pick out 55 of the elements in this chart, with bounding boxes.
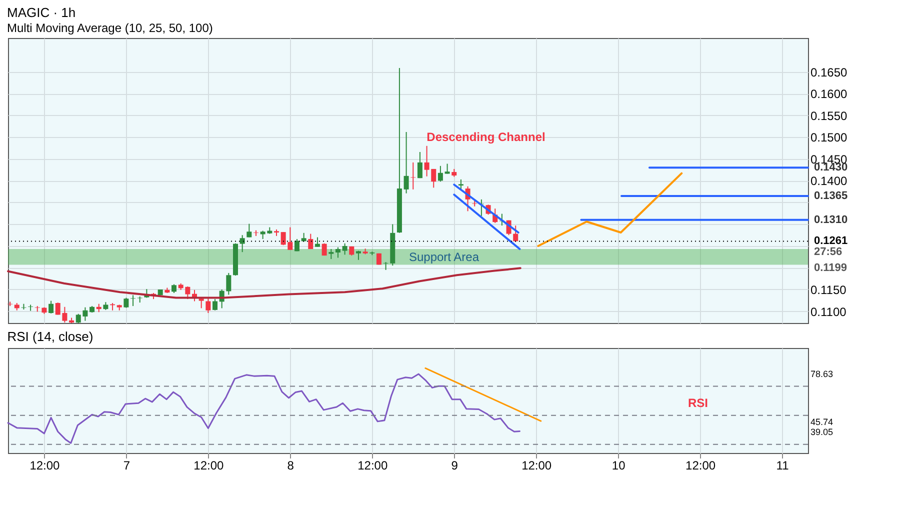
candlestick <box>328 248 334 260</box>
y-tick-label: 0.1400 <box>810 174 848 188</box>
x-tick-label: 10 <box>612 458 626 472</box>
candlestick <box>294 238 300 252</box>
chart-title: RSI (14, close) <box>7 329 94 344</box>
candlestick <box>130 294 136 307</box>
candlestick <box>335 246 340 258</box>
ref-line-label: 0.1261 <box>814 235 848 248</box>
band-label: Support Area <box>408 250 480 264</box>
candlestick <box>513 225 518 243</box>
annotation: 0.1310 <box>814 214 848 226</box>
y-tick-label: 0.1550 <box>810 108 848 123</box>
candlestick <box>246 223 252 238</box>
text: 27:56 <box>814 246 842 258</box>
x-tick-label: 12:00 <box>194 458 224 472</box>
y-tick-label: 0.1650 <box>810 65 848 80</box>
y-tick-label: 45.74 <box>810 417 834 428</box>
annotation: RSI <box>688 396 708 410</box>
candlestick <box>342 242 348 256</box>
candlestick <box>314 236 320 248</box>
x-tick-label: 12:00 <box>522 458 552 472</box>
y-tick-label: 0.1150 <box>810 282 847 297</box>
x-tick-label: 12:00 <box>30 458 60 472</box>
candlestick <box>417 152 422 179</box>
y-tick-label: 78.63 <box>810 369 834 380</box>
y-tick-label: 0.1600 <box>810 87 848 102</box>
candlestick <box>124 297 129 308</box>
annotation: Descending Channel <box>426 130 546 144</box>
chart-subtitle: Multi Moving Average (10, 25, 50, 100) <box>7 21 213 35</box>
x-tick-label: 9 <box>451 458 458 472</box>
y-tick-label: 0.1100 <box>810 304 847 319</box>
candlestick <box>404 131 409 194</box>
candlestick <box>410 162 416 190</box>
candlestick <box>458 178 464 190</box>
candlestick <box>444 163 450 174</box>
candlestick <box>48 300 54 314</box>
candlestick <box>28 304 34 312</box>
x-tick-label: 8 <box>287 458 294 472</box>
candlestick <box>240 234 245 253</box>
candlestick <box>8 301 13 307</box>
annotation: 0.1365 <box>814 190 848 202</box>
candlestick <box>438 165 443 182</box>
x-tick-label: 12:00 <box>686 458 716 472</box>
candlestick <box>308 233 314 250</box>
x-tick-label: 7 <box>123 458 130 472</box>
y-tick-label: 0.1500 <box>810 130 848 145</box>
candlestick <box>322 242 327 256</box>
candlestick <box>212 298 218 311</box>
text: 0.1199 <box>814 262 848 274</box>
candlestick <box>206 298 211 314</box>
x-tick-label: 11 <box>776 458 790 472</box>
candlestick <box>226 272 232 296</box>
x-tick-label: 12:00 <box>358 458 388 472</box>
chart-title: MAGIC · 1h <box>7 5 76 20</box>
y-tick-label: 39.05 <box>810 426 834 437</box>
